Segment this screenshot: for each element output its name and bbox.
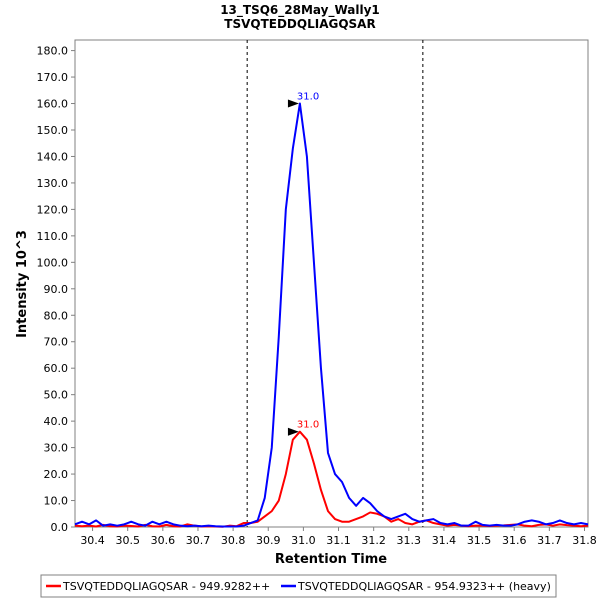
x-tick-label: 31.3 bbox=[397, 534, 422, 547]
y-axis-title: Intensity 10^3 bbox=[15, 230, 30, 338]
x-tick-label: 30.5 bbox=[115, 534, 140, 547]
y-tick-label: 120.0 bbox=[37, 203, 69, 216]
x-tick-label: 30.6 bbox=[151, 534, 176, 547]
y-tick-label: 80.0 bbox=[44, 309, 69, 322]
x-tick-label: 31.4 bbox=[432, 534, 457, 547]
x-tick-label: 31.6 bbox=[502, 534, 527, 547]
y-tick-label: 30.0 bbox=[44, 442, 69, 455]
x-tick-label: 31.1 bbox=[326, 534, 351, 547]
x-tick-label: 30.9 bbox=[256, 534, 281, 547]
y-tick-label: 140.0 bbox=[37, 150, 69, 163]
x-tick-label: 31.8 bbox=[572, 534, 597, 547]
y-tick-label: 60.0 bbox=[44, 362, 69, 375]
x-tick-label: 30.8 bbox=[221, 534, 246, 547]
x-tick-label: 30.7 bbox=[186, 534, 211, 547]
y-tick-label: 40.0 bbox=[44, 415, 69, 428]
x-tick-label: 31.0 bbox=[291, 534, 316, 547]
chart-subtitle: TSVQTEDDQLIAGQSAR bbox=[224, 17, 375, 31]
y-tick-label: 130.0 bbox=[37, 177, 69, 190]
y-axis-ticks: 0.0 10.0 20.0 30.0 40.0 50.0 60.0 70.0 80.0 90.0 1… bbox=[37, 45, 75, 534]
y-tick-label: 50.0 bbox=[44, 389, 69, 402]
y-tick-label: 90.0 bbox=[44, 283, 69, 296]
y-tick-label: 70.0 bbox=[44, 336, 69, 349]
peak-marker-arrow bbox=[287, 99, 299, 108]
y-tick-label: 170.0 bbox=[37, 71, 69, 84]
peak-labels: 31.0 31.0 bbox=[287, 92, 319, 436]
chart-title: 13_TSQ6_28May_Wally1 bbox=[220, 3, 380, 18]
y-tick-label: 0.0 bbox=[51, 521, 69, 534]
series-line-heavy bbox=[74, 102, 589, 528]
plot-area bbox=[74, 39, 589, 528]
x-axis-ticks: 30.4 30.5 30.6 30.7 30.8 30.9 31.0 31.1 31.2 31.3… bbox=[80, 527, 597, 547]
legend: TSVQTEDDQLIAGQSAR - 949.9282++ TSVQTEDDQ… bbox=[40, 574, 557, 598]
x-axis-title: Retention Time bbox=[275, 552, 387, 567]
y-tick-label: 100.0 bbox=[37, 256, 69, 269]
peak-retention-label: 31.0 bbox=[297, 420, 319, 431]
x-tick-label: 31.2 bbox=[361, 534, 386, 547]
legend-label-light: TSVQTEDDQLIAGQSAR - 949.9282++ bbox=[62, 580, 270, 593]
y-tick-label: 180.0 bbox=[37, 45, 69, 58]
y-tick-label: 160.0 bbox=[37, 98, 69, 111]
series-layer bbox=[74, 102, 589, 528]
x-tick-label: 30.4 bbox=[80, 534, 105, 547]
y-tick-label: 110.0 bbox=[37, 230, 69, 243]
peak-retention-label: 31.0 bbox=[297, 92, 319, 103]
y-tick-label: 150.0 bbox=[37, 124, 69, 137]
x-tick-label: 31.7 bbox=[537, 534, 562, 547]
peak-marker-arrow bbox=[287, 427, 299, 436]
x-tick-label: 31.5 bbox=[467, 534, 492, 547]
legend-label-heavy: TSVQTEDDQLIAGQSAR - 954.9323++ (heavy) bbox=[297, 580, 551, 593]
legend-box bbox=[40, 574, 557, 598]
y-tick-label: 10.0 bbox=[44, 495, 69, 508]
y-tick-label: 20.0 bbox=[44, 468, 69, 481]
